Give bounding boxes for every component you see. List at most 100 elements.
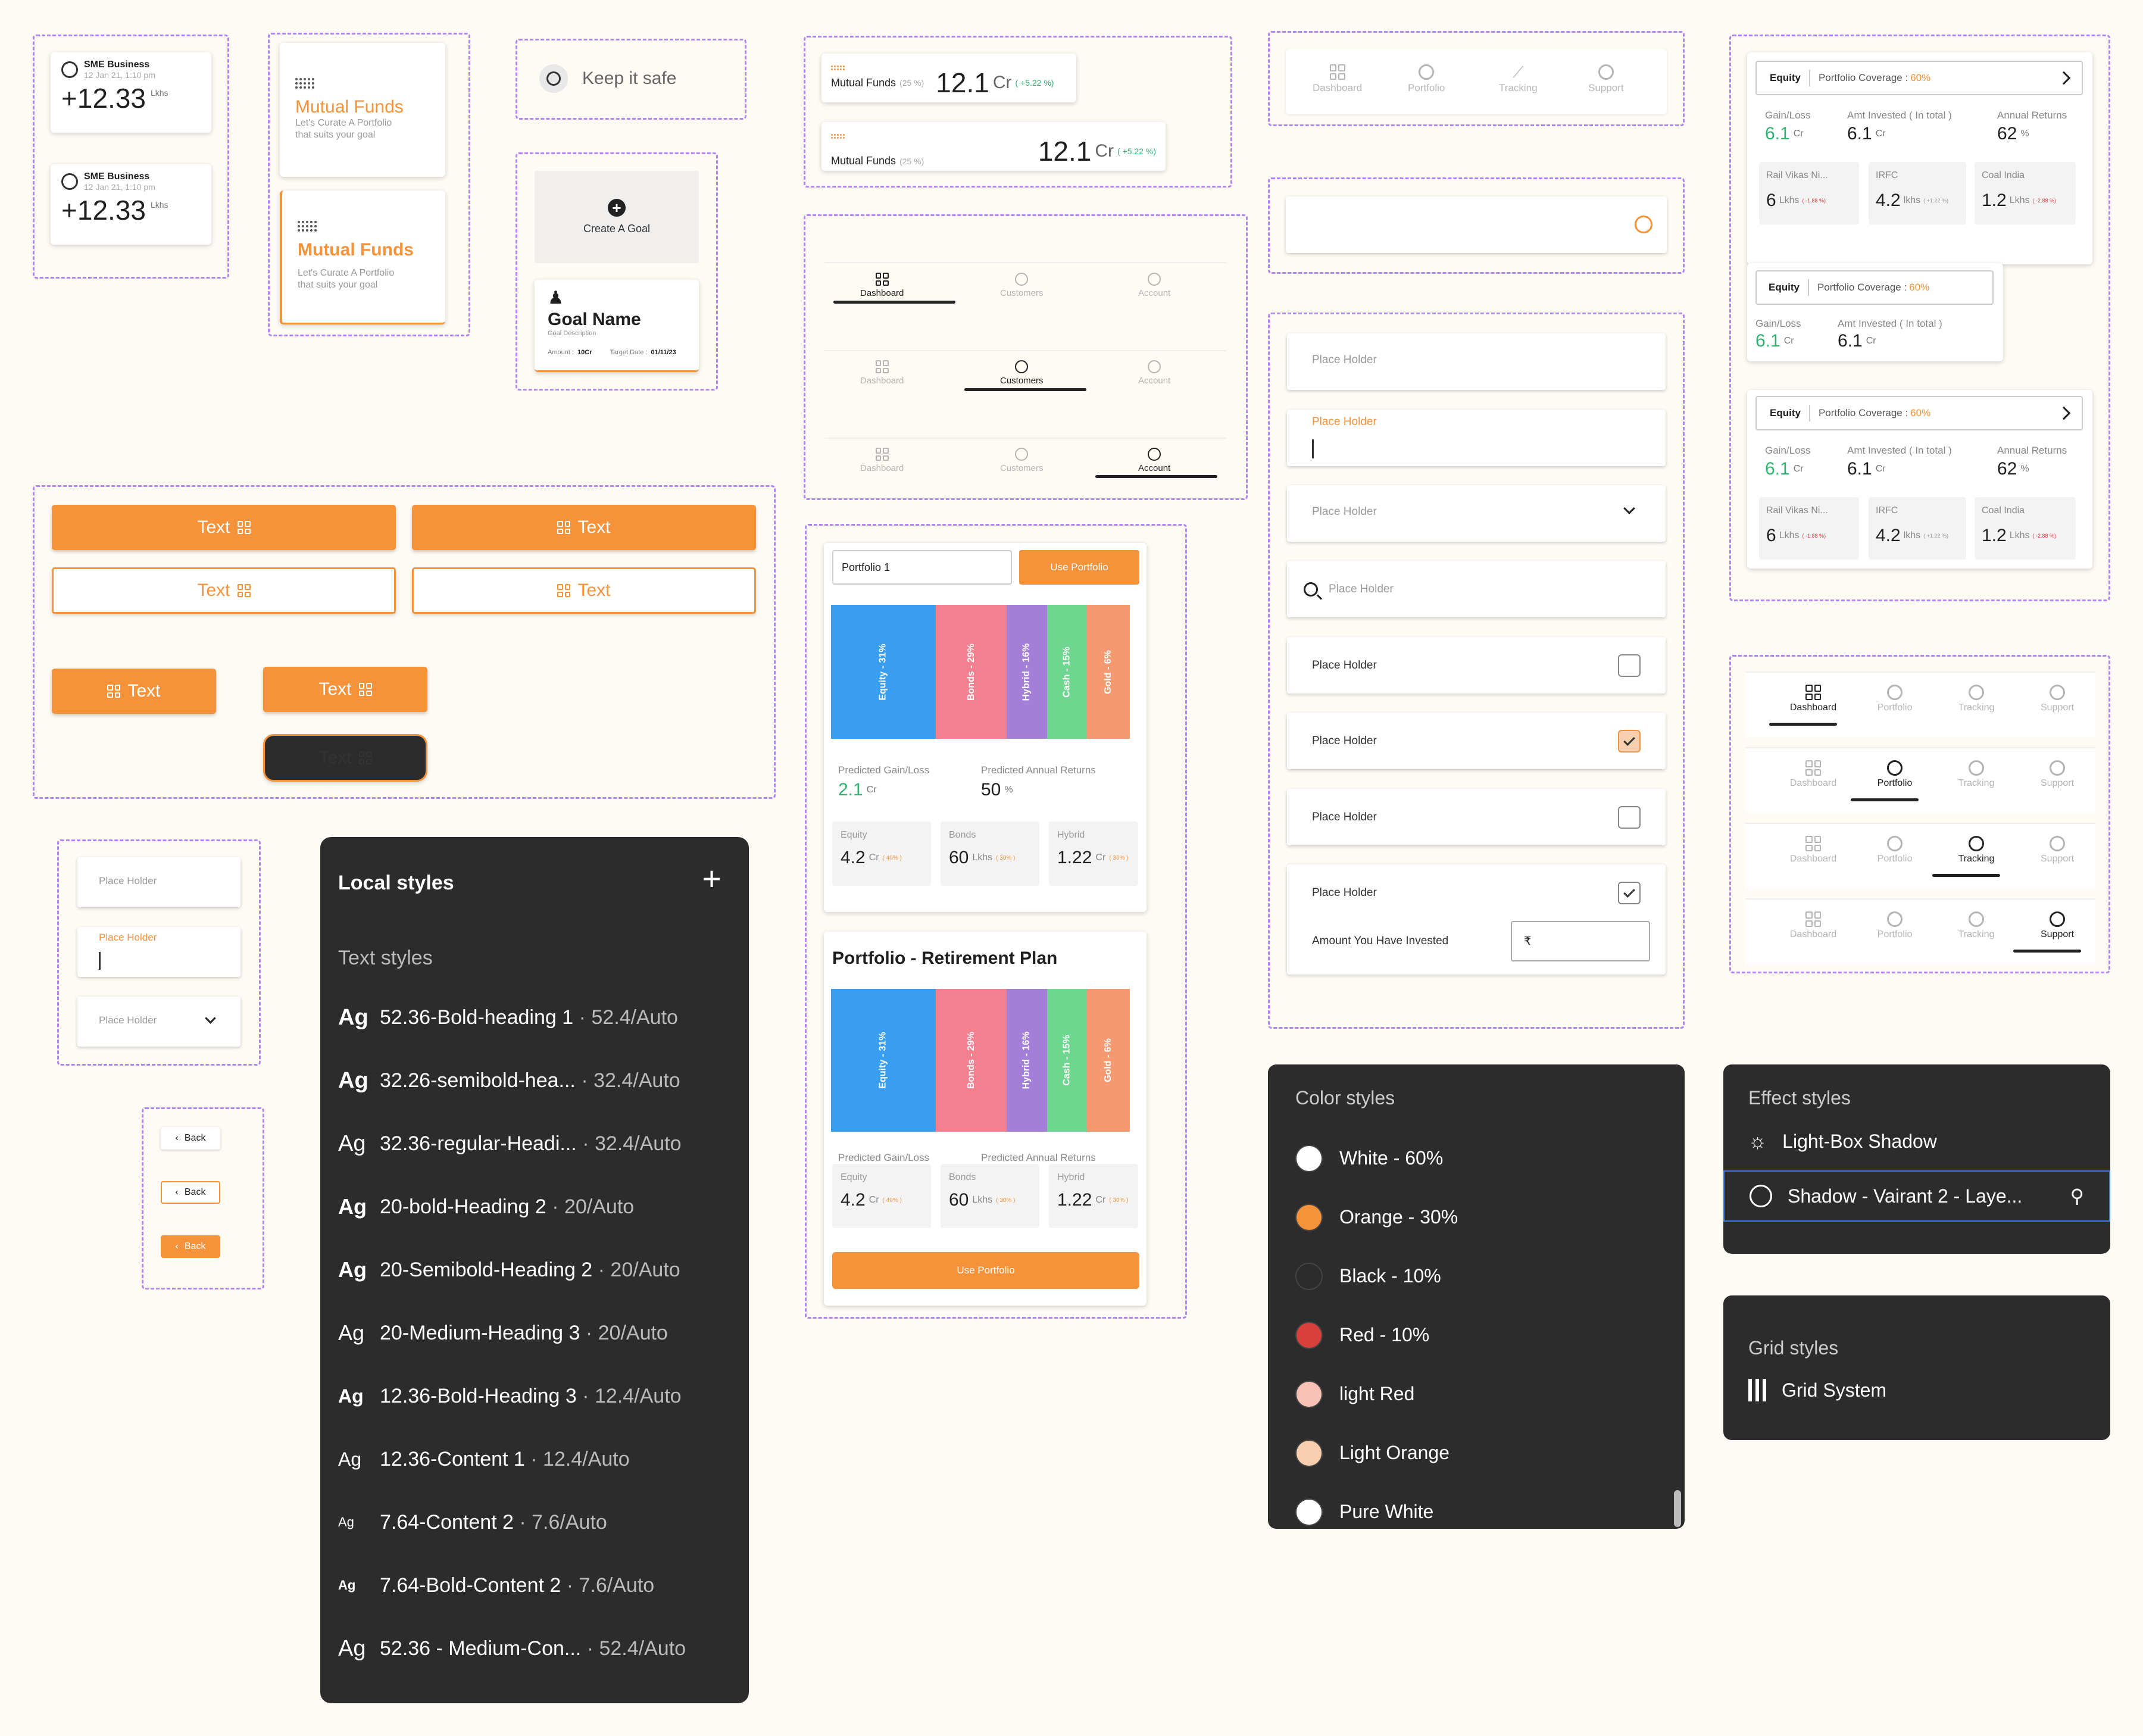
small-outline-button[interactable]: Text [263,734,427,782]
tab-portfolio[interactable]: Portfolio [1408,64,1445,94]
amount-input[interactable]: ₹ [1511,921,1650,961]
checkbox-row-expanded[interactable]: Place Holder Amount You Have Invested ₹ [1287,864,1666,975]
tab-dashboard[interactable]: Dashboard [1790,760,1836,789]
color-style-item[interactable]: Light Orange [1295,1423,1458,1482]
sme-card[interactable]: SME Business 12 Jan 21, 1:10 pm +12.33 Lk… [51,52,211,133]
outline-button-icon-right[interactable]: Text [52,567,396,614]
goal-card[interactable]: ♟ Goal Name Goal Description Amount :10C… [535,280,699,372]
portfolio-name-field[interactable]: Portfolio 1 [832,550,1012,585]
stock-tile[interactable]: Coal India 1.2 Lkhs( -2.88 %) [1975,162,2076,224]
color-style-item[interactable]: Pure White [1295,1482,1458,1541]
checkbox-checked[interactable] [1618,881,1641,904]
stock-tile[interactable]: Coal India 1.2 Lkhs( -2.88 %) [1975,497,2076,560]
color-style-item[interactable]: Red - 10% [1295,1306,1458,1365]
sme-card[interactable]: SME Business 12 Jan 21, 1:10 pm +12.33 Lk… [51,164,211,245]
small-text-input-focused[interactable]: Place Holder [77,927,240,977]
use-portfolio-button[interactable]: Use Portfolio [832,1252,1139,1289]
back-button-filled[interactable]: ‹ Back [161,1235,220,1258]
equity-header[interactable]: Equity Portfolio Coverage :60% [1755,396,2083,430]
color-style-item[interactable]: Black - 10% [1295,1247,1458,1306]
use-portfolio-button[interactable]: Use Portfolio [1019,550,1139,585]
text-input[interactable]: Place Holder [1287,333,1666,390]
small-button-icon-right[interactable]: Text [263,667,427,712]
text-style-item[interactable]: Ag 7.64-Content 2 · 7.6/Auto [338,1510,607,1534]
text-style-item[interactable]: Ag 20-bold-Heading 2 · 20/Auto [338,1194,635,1219]
text-style-item[interactable]: Ag 52.36-Bold-heading 1 · 52.4/Auto [338,1004,678,1030]
mutual-fund-card-selected[interactable]: Mutual Funds Let's Curate A Portfolio tha… [280,191,445,324]
equity-header[interactable]: Equity Portfolio Coverage :60% [1755,61,2083,95]
grid-style-item[interactable]: Grid System [1748,1379,1886,1401]
fund-value-card[interactable]: Mutual Funds (25 %) 12.1 Cr ( +5.22 %) [821,54,1076,102]
stock-tile[interactable]: Rail Vikas Ni... 6 Lkhs( -1.88 %) [1759,162,1859,224]
dropdown-input[interactable]: Place Holder [1287,485,1666,542]
small-text-input[interactable]: Place Holder [77,857,240,907]
checkbox-checked[interactable] [1618,729,1641,753]
tab-dashboard[interactable]: Dashboard [860,448,904,473]
tab-dashboard[interactable]: Dashboard [1790,911,1836,940]
search-input[interactable]: Place Holder [1287,561,1666,617]
tab-portfolio[interactable]: Portfolio [1873,685,1916,713]
checkbox-row[interactable]: Place Holder [1287,637,1666,694]
text-input-focused[interactable]: Place Holder [1287,410,1666,466]
color-style-item[interactable]: Orange - 30% [1295,1188,1458,1247]
back-button-outline[interactable]: ‹ Back [161,1181,220,1204]
checkbox-row[interactable]: Place Holder [1287,713,1666,769]
tab-portfolio[interactable]: Portfolio [1873,911,1916,940]
back-button[interactable]: ‹ Back [161,1127,220,1150]
tab-tracking[interactable]: ⟋ Tracking [1499,63,1538,93]
scrollbar[interactable] [1674,1490,1681,1527]
stock-tile[interactable]: IRFC 4.2 lkhs( +1.22 %) [1869,162,1966,224]
effect-item-shadow-v2[interactable]: Shadow - Vairant 2 - Laye... ⚲ [1723,1170,2110,1222]
fund-value-card[interactable]: Mutual Funds (25 %) 12.1 Cr ( +5.22 %) [821,122,1166,171]
color-style-item[interactable]: White - 60% [1295,1129,1458,1188]
tab-support[interactable]: Support [2036,911,2079,940]
outline-button-icon-left[interactable]: Text [412,567,756,614]
tab-dashboard[interactable]: Dashboard [1313,64,1362,94]
tab-tracking[interactable]: Tracking [1955,836,1998,864]
add-style-button[interactable]: + [702,860,721,897]
tab-dashboard[interactable]: Dashboard [860,273,904,298]
text-style-item[interactable]: Ag 12.36-Content 1 · 12.4/Auto [338,1447,630,1470]
adjust-icon[interactable]: ⚲ [2070,1185,2084,1207]
tab-support[interactable]: Support [1588,64,1624,94]
tab-support[interactable]: Support [2036,685,2079,713]
small-dropdown[interactable]: Place Holder [77,997,240,1047]
tab-tracking[interactable]: Tracking [1955,685,1998,713]
checkbox[interactable] [1618,805,1641,829]
stock-tile[interactable]: IRFC 4.2 lkhs( +1.22 %) [1869,497,1966,560]
text-style-item[interactable]: Ag 32.26-semibold-hea... · 32.4/Auto [338,1067,680,1093]
keep-safe-radio[interactable]: Keep it safe [539,64,676,93]
text-style-item[interactable]: Ag 12.36-Bold-Heading 3 · 12.4/Auto [338,1384,682,1407]
mutual-fund-card[interactable]: Mutual Funds Let's Curate A Portfolio tha… [280,43,445,177]
tab-tracking[interactable]: Tracking [1955,760,1998,789]
tab-account[interactable]: Account [1138,360,1170,386]
text-style-item[interactable]: Ag 20-Medium-Heading 3 · 20/Auto [338,1320,668,1345]
tab-customers[interactable]: Customers [1000,448,1044,473]
stock-tile[interactable]: Rail Vikas Ni... 6 Lkhs( -1.88 %) [1759,497,1859,560]
tab-dashboard[interactable]: Dashboard [1790,836,1836,864]
text-button-icon-right[interactable]: Text [52,505,396,550]
text-style-item[interactable]: Ag 7.64-Bold-Content 2 · 7.6/Auto [338,1573,655,1597]
text-style-item[interactable]: Ag 20-Semibold-Heading 2 · 20/Auto [338,1257,680,1282]
tab-account[interactable]: Account [1138,273,1170,298]
profile-bar[interactable] [1286,196,1667,253]
tab-dashboard[interactable]: Dashboard [860,360,904,386]
effect-item-light-box[interactable]: ☼ Light-Box Shadow [1748,1130,1937,1153]
tab-account[interactable]: Account [1138,448,1170,473]
tab-support[interactable]: Support [2036,760,2079,789]
checkbox-row[interactable]: Place Holder [1287,789,1666,845]
equity-header[interactable]: Equity Portfolio Coverage :60% [1755,270,1994,305]
tab-portfolio[interactable]: Portfolio [1873,836,1916,864]
small-button-icon-left[interactable]: Text [52,669,216,714]
tab-customers[interactable]: Customers [1000,273,1044,298]
text-style-item[interactable]: Ag 52.36 - Medium-Con... · 52.4/Auto [338,1635,686,1661]
create-goal-button[interactable]: + Create A Goal [535,171,699,263]
tab-portfolio[interactable]: Portfolio [1873,760,1916,789]
tab-dashboard[interactable]: Dashboard [1790,685,1836,713]
text-button-icon-left[interactable]: Text [412,505,756,550]
checkbox[interactable] [1618,654,1641,677]
color-style-item[interactable]: light Red [1295,1365,1458,1423]
tab-tracking[interactable]: Tracking [1955,911,1998,940]
tab-support[interactable]: Support [2036,836,2079,864]
text-style-item[interactable]: Ag 32.36-regular-Headi... · 32.4/Auto [338,1131,682,1156]
